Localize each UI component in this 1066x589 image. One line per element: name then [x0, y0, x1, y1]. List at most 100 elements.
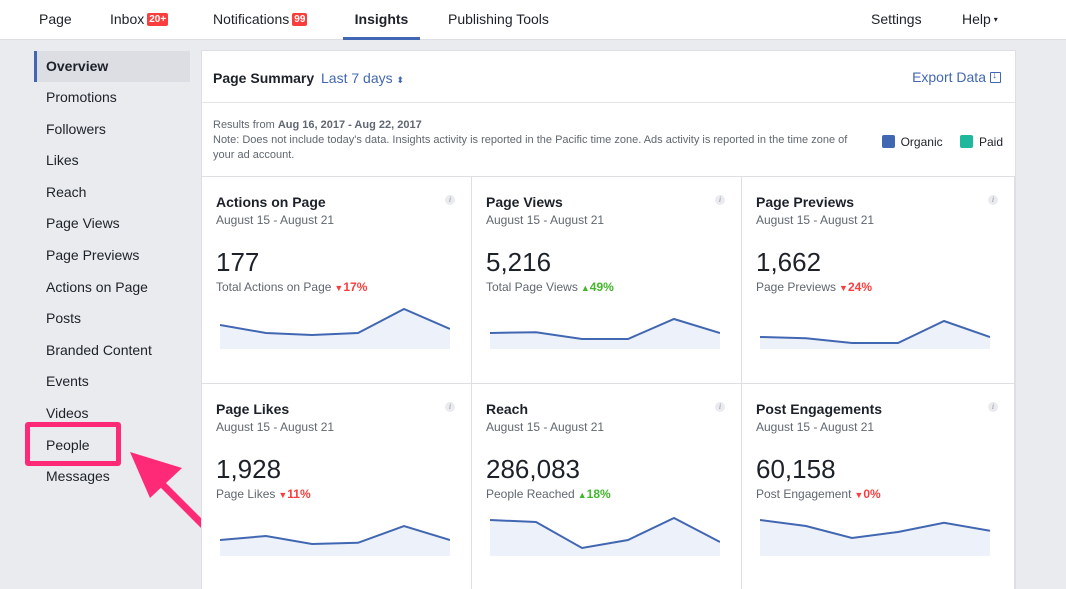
- download-icon: [990, 70, 1001, 83]
- card-subtitle: Total Page Views ▲49%: [486, 280, 614, 294]
- info-icon[interactable]: i: [445, 195, 455, 205]
- metric-card-actions-on-page[interactable]: Actions on Page August 15 - August 21 i 177…: [202, 177, 472, 384]
- sidebar-item-videos[interactable]: Videos: [46, 404, 89, 421]
- card-date: August 15 - August 21: [486, 420, 605, 434]
- sidebar-item-messages[interactable]: Messages: [46, 468, 110, 485]
- change-indicator: ▼24%: [839, 280, 872, 294]
- sidebar-item-likes[interactable]: Likes: [46, 152, 79, 169]
- nav-page[interactable]: Page: [39, 0, 72, 40]
- legend-paid-label: Paid: [978, 135, 1003, 149]
- notifications-badge: 99: [292, 13, 308, 26]
- legend-organic: Organic: [881, 135, 943, 149]
- nav-insights-label: Insights: [354, 11, 409, 27]
- top-nav: Page Inbox 20+ Notifications 99 Insights P…: [0, 0, 1066, 40]
- sparkline-area: [760, 321, 990, 349]
- metric-card-post-engagements[interactable]: Post Engagements August 15 - August 21 i 60…: [742, 384, 1015, 589]
- trend-down-icon: ▼: [334, 283, 344, 293]
- card-subtitle: Post Engagement ▼0%: [756, 487, 881, 501]
- change-indicator: ▼11%: [278, 487, 310, 501]
- metric-card-page-likes[interactable]: Page Likes August 15 - August 21 i 1,928 Pag…: [202, 384, 472, 589]
- change-indicator: ▲18%: [578, 487, 611, 501]
- sidebar-item-actions-on-page[interactable]: Actions on Page: [46, 278, 148, 295]
- sparkline-line: [220, 524, 450, 546]
- nav-settings-label: Settings: [871, 11, 922, 27]
- metric-card-page-views[interactable]: Page Views August 15 - August 21 i 5,216 Tot…: [472, 177, 742, 384]
- sidebar-item-events[interactable]: Events: [46, 373, 89, 390]
- sparkline-area: [220, 309, 450, 349]
- sparkline-area: [490, 319, 720, 349]
- nav-insights[interactable]: Insights: [343, 0, 420, 40]
- nav-inbox-label: Inbox: [110, 11, 145, 27]
- nav-notifications[interactable]: Notifications 99: [213, 0, 308, 40]
- sidebar-item-followers[interactable]: Followers: [46, 120, 106, 137]
- card-title: Page Likes: [216, 401, 290, 417]
- sidebar-item-reach[interactable]: Reach: [46, 183, 87, 200]
- legend-organic-label: Organic: [900, 135, 943, 149]
- change-value: 11%: [287, 487, 311, 501]
- info-icon[interactable]: i: [988, 195, 998, 205]
- card-date: August 15 - August 21: [216, 420, 335, 434]
- card-date: August 15 - August 21: [486, 213, 605, 227]
- info-icon[interactable]: i: [988, 402, 998, 412]
- card-subtitle: Total Actions on Page ▼17%: [216, 280, 367, 294]
- chart-legend: Organic Paid: [868, 135, 1003, 149]
- card-date: August 15 - August 21: [216, 213, 335, 227]
- change-value: 17%: [343, 280, 368, 294]
- card-date: August 15 - August 21: [756, 420, 875, 434]
- results-note: Results from Aug 16, 2017 - Aug 22, 2017…: [213, 118, 853, 163]
- trend-down-icon: ▼: [854, 490, 864, 500]
- card-subtitle: Page Previews ▼24%: [756, 280, 872, 294]
- sidebar-item-branded-content[interactable]: Branded Content: [46, 341, 152, 358]
- date-range-select[interactable]: Last 7 days ⬍: [321, 70, 404, 86]
- sparkline-chart: [220, 524, 450, 556]
- nav-help-label: Help: [962, 11, 991, 27]
- nav-settings[interactable]: Settings: [871, 0, 922, 40]
- annotation-highlight-box: [25, 422, 121, 466]
- export-data-label: Export Data: [912, 69, 986, 85]
- card-title: Reach: [486, 401, 529, 417]
- card-subtitle-label: Page Likes: [216, 487, 276, 501]
- card-title: Post Engagements: [756, 401, 883, 417]
- nav-help[interactable]: Help ▾: [962, 0, 998, 40]
- sparkline-area: [490, 518, 720, 556]
- nav-inbox[interactable]: Inbox 20+: [110, 0, 169, 40]
- card-subtitle-label: Total Actions on Page: [216, 280, 332, 294]
- sidebar-item-posts[interactable]: Posts: [46, 310, 82, 327]
- timezone-note: Note: Does not include today's data. Ins…: [213, 134, 848, 161]
- inbox-badge: 20+: [147, 13, 169, 26]
- change-value: 49%: [589, 280, 614, 294]
- info-icon[interactable]: i: [445, 402, 455, 412]
- sidebar-item-people[interactable]: People: [46, 436, 90, 453]
- sidebar-item-overview[interactable]: Overview: [34, 51, 190, 82]
- sidebar-item-page-views[interactable]: Page Views: [46, 215, 120, 232]
- change-value: 24%: [847, 280, 872, 294]
- export-data-button[interactable]: Export Data: [912, 69, 1001, 85]
- info-icon[interactable]: i: [715, 402, 725, 412]
- sidebar-item-page-previews[interactable]: Page Previews: [46, 246, 140, 263]
- card-subtitle-label: Total Page Views: [486, 280, 578, 294]
- trend-down-icon: ▼: [278, 490, 288, 500]
- sparkline-chart: [490, 516, 720, 556]
- metric-card-reach[interactable]: Reach August 15 - August 21 i 286,083 People…: [472, 384, 742, 589]
- change-value: 18%: [586, 487, 611, 501]
- card-subtitle: People Reached ▲18%: [486, 487, 611, 501]
- card-subtitle-label: Page Previews: [756, 280, 837, 294]
- sort-caret-icon: ⬍: [396, 75, 405, 85]
- legend-paid: Paid: [959, 135, 1003, 149]
- change-indicator: ▼17%: [334, 280, 367, 294]
- metric-card-page-previews[interactable]: Page Previews August 15 - August 21 i 1,662…: [742, 177, 1015, 384]
- card-title: Page Views: [486, 194, 563, 210]
- nav-publishing-tools[interactable]: Publishing Tools: [448, 0, 549, 40]
- card-value: 1,662: [756, 247, 822, 277]
- card-value: 5,216: [486, 247, 552, 277]
- sparkline-line: [490, 516, 720, 550]
- card-subtitle-label: People Reached: [486, 487, 575, 501]
- sidebar-item-promotions[interactable]: Promotions: [46, 89, 117, 105]
- nav-page-label: Page: [39, 11, 72, 27]
- card-title: Page Previews: [756, 194, 855, 210]
- info-icon[interactable]: i: [715, 195, 725, 205]
- metric-cards-grid: Actions on Page August 15 - August 21 i 177…: [202, 176, 1015, 589]
- trend-down-icon: ▼: [839, 283, 848, 293]
- results-range: Aug 16, 2017 - Aug 22, 2017: [277, 119, 422, 131]
- sparkline-line: [760, 319, 990, 344]
